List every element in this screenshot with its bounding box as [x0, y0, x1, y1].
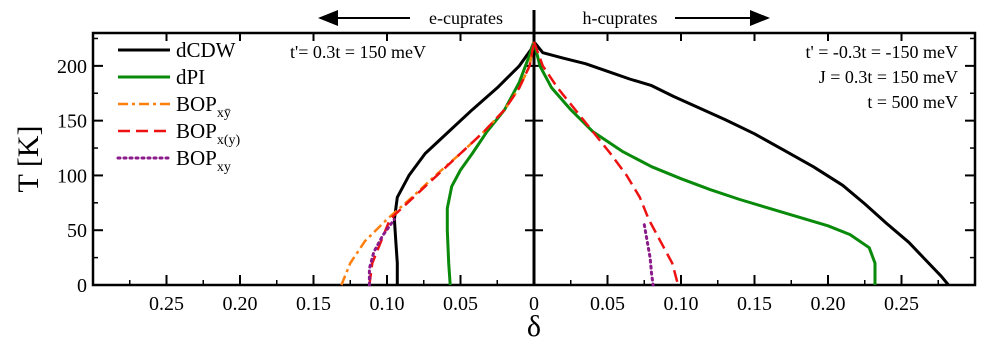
y-tick-label: 100 [57, 165, 87, 187]
y-tick-label: 50 [67, 220, 87, 242]
series-line-dcdw-1 [532, 40, 950, 286]
annotation-left: t'= 0.3t = 150 meV [290, 42, 426, 62]
series-line-dpi-1 [532, 41, 877, 285]
legend-entry-name: BOP [176, 146, 217, 170]
series-line-bop-x-y--1 [532, 41, 680, 286]
legend-entry-subscript: xy [217, 160, 231, 175]
legend-entry-subscript: xȳ [217, 106, 231, 121]
region-label-h-cuprates: h-cuprates [583, 8, 658, 28]
legend-entry-name: dCDW [176, 38, 236, 62]
x-tick-label: 0.10 [370, 293, 405, 315]
x-tick-label: 0.15 [296, 293, 331, 315]
y-tick-label: 0 [77, 275, 87, 297]
x-tick-label: 0.05 [443, 293, 478, 315]
x-tick-label: 0 [529, 293, 539, 315]
y-tick-label: 200 [57, 56, 87, 78]
annotation-right: t = 500 meV [867, 92, 958, 112]
annotation-right: t' = -0.3t = -150 meV [805, 42, 958, 62]
series-line-bop-xy-0 [367, 217, 396, 287]
y-tick-label: 150 [57, 111, 87, 133]
x-tick-label: 0.25 [149, 293, 184, 315]
series-line-bop-x-y--0 [368, 41, 536, 286]
text-layer: 0.25 0.20 0.15 0.10 0.05 0 0.05 0.10 0.15 0.20 0.2… [12, 8, 958, 342]
x-tick-label: 0.15 [737, 293, 772, 315]
series-line-dcdw-0 [392, 41, 536, 285]
series-line-bop-xy-1 [642, 223, 655, 287]
axes-layer [91, 10, 977, 287]
legend-entry-name: dPI [176, 65, 205, 89]
x-tick-label: 0.20 [811, 293, 846, 315]
x-tick-label: 0.25 [884, 293, 919, 315]
series-line-dpi-0 [445, 41, 536, 286]
region-label-e-cuprates: e-cuprates [429, 8, 503, 28]
legend-entry-name: BOP [176, 119, 217, 143]
x-tick-label: 0.20 [223, 293, 258, 315]
series-layer [116, 40, 950, 287]
y-axis-label: T [K] [12, 126, 45, 193]
legend-entry-name: BOP [176, 92, 217, 116]
x-tick-label: 0.10 [664, 293, 699, 315]
x-tick-label: 0.05 [590, 293, 625, 315]
legend-entry-subscript: x(y) [217, 133, 241, 148]
x-axis-label: δ [527, 310, 541, 342]
annotation-right: J = 0.3t = 150 meV [819, 67, 958, 87]
